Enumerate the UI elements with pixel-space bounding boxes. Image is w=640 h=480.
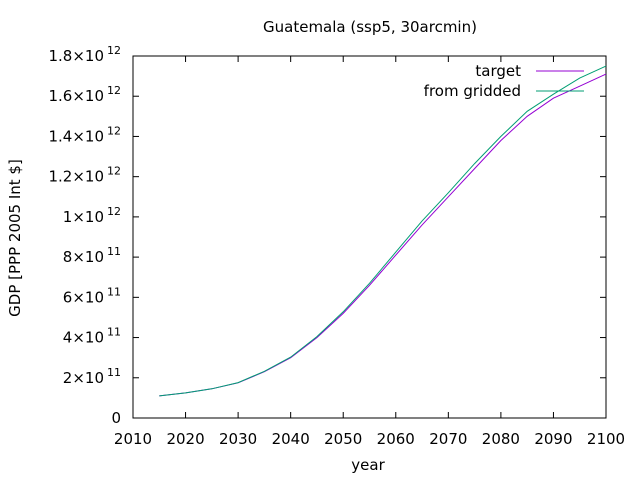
x-axis-label: year [351, 456, 385, 474]
y-tick-exponent: 11 [107, 285, 121, 298]
series-line-target [159, 73, 607, 397]
series-lines [159, 65, 607, 397]
x-tick-label: 2080 [482, 430, 520, 448]
x-tick-label: 2020 [166, 430, 204, 448]
y-tick-mantissa: 1.8×10 [48, 47, 104, 65]
x-tick-label: 2100 [587, 430, 625, 448]
y-tick-label: 2×10 11 [63, 366, 121, 387]
y-tick-exponent: 12 [107, 165, 121, 178]
legend-label: target [475, 62, 521, 80]
legend-label: from gridded [424, 82, 521, 100]
y-tick-mantissa: 1×10 [63, 208, 104, 226]
y-tick-mantissa: 1.6×10 [48, 87, 104, 105]
y-tick-label: 6×10 11 [63, 285, 121, 306]
y-tick-exponent: 12 [107, 84, 121, 97]
x-tick-label: 2060 [377, 430, 415, 448]
x-tick-label: 2030 [219, 430, 257, 448]
y-tick-mantissa: 4×10 [63, 329, 104, 347]
plot-axes: 2010 2020 2030 2040 2050 2060 2070 2080 2090 2100… [48, 44, 625, 448]
y-tick-mantissa: 8×10 [63, 248, 104, 266]
y-tick-label: 1.2×10 12 [48, 165, 121, 186]
y-tick-label: 8×10 11 [63, 245, 121, 266]
y-tick-label: 1.6×10 12 [48, 84, 121, 105]
y-tick-label: 0 [111, 409, 121, 427]
y-tick-exponent: 12 [107, 44, 121, 57]
y-tick-exponent: 11 [107, 366, 121, 379]
y-tick-exponent: 11 [107, 245, 121, 258]
series-line-from-gridded [159, 65, 607, 397]
x-tick-label: 2070 [429, 430, 467, 448]
y-tick-mantissa: 1.2×10 [48, 168, 104, 186]
y-tick-label: 1.8×10 12 [48, 44, 121, 65]
y-tick-label: 1×10 12 [63, 205, 121, 226]
y-axis-label: GDP [PPP 2005 Int $] [6, 159, 24, 317]
y-tick-exponent: 11 [107, 326, 121, 339]
chart-title: Guatemala (ssp5, 30arcmin) [263, 18, 477, 36]
y-tick-label: 4×10 11 [63, 326, 121, 347]
y-tick-exponent: 12 [107, 124, 121, 137]
legend: target from gridded [424, 62, 584, 100]
x-tick-label: 2040 [272, 430, 310, 448]
x-tick-label: 2090 [534, 430, 572, 448]
y-tick-mantissa: 6×10 [63, 288, 104, 306]
y-tick-exponent: 12 [107, 205, 121, 218]
y-tick-mantissa: 2×10 [63, 369, 104, 387]
x-tick-label: 2010 [114, 430, 152, 448]
x-tick-label: 2050 [324, 430, 362, 448]
y-tick-mantissa: 1.4×10 [48, 127, 104, 145]
y-tick-mantissa: 0 [111, 409, 121, 427]
plot-frame [132, 55, 607, 419]
y-tick-label: 1.4×10 12 [48, 124, 121, 145]
